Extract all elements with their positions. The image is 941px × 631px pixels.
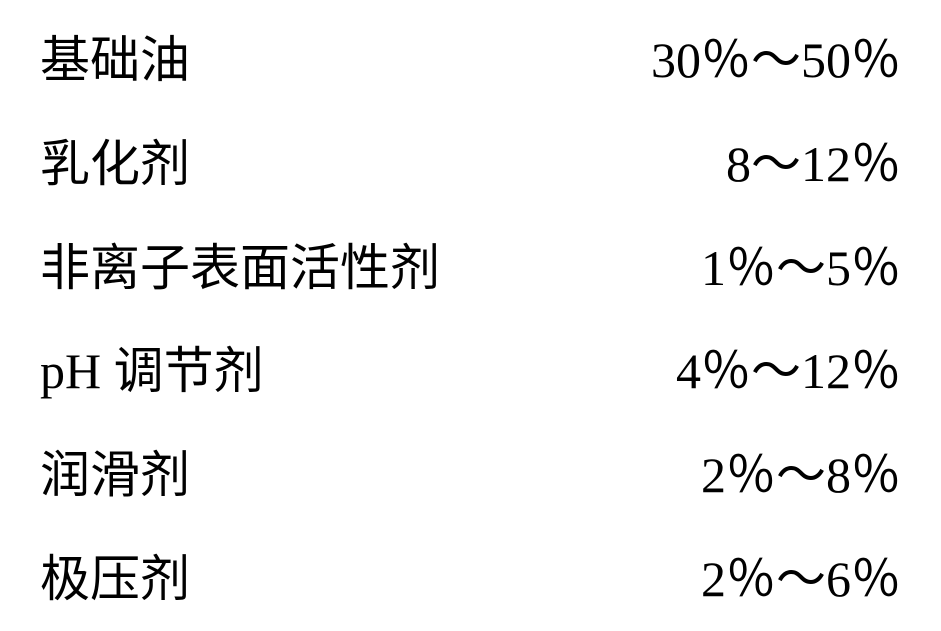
component-label: 乳化剂 <box>40 124 190 196</box>
component-label: 基础油 <box>40 20 190 92</box>
percentage-value: 4％～12％ <box>676 331 901 403</box>
component-label: 极压剂 <box>40 539 190 611</box>
composition-table: 基础油 30％～50％ 乳化剂 8～12％ 非离子表面活性剂 1％～5％ pH … <box>0 0 941 631</box>
table-row: 基础油 30％～50％ <box>40 20 901 92</box>
cjk-text: 调节剂 <box>114 343 264 399</box>
component-label: pH 调节剂 <box>40 331 264 403</box>
table-row: 润滑剂 2％～8％ <box>40 435 901 507</box>
percentage-value: 30％～50％ <box>651 20 901 92</box>
component-label: 润滑剂 <box>40 435 190 507</box>
percentage-value: 1％～5％ <box>701 228 901 300</box>
table-row: 极压剂 2％～6％ <box>40 539 901 611</box>
latin-text: pH <box>40 343 114 399</box>
table-row: 乳化剂 8～12％ <box>40 124 901 196</box>
percentage-value: 8～12％ <box>726 124 901 196</box>
table-row: 非离子表面活性剂 1％～5％ <box>40 228 901 300</box>
percentage-value: 2％～8％ <box>701 435 901 507</box>
percentage-value: 2％～6％ <box>701 539 901 611</box>
component-label: 非离子表面活性剂 <box>40 228 440 300</box>
table-row: pH 调节剂 4％～12％ <box>40 331 901 403</box>
